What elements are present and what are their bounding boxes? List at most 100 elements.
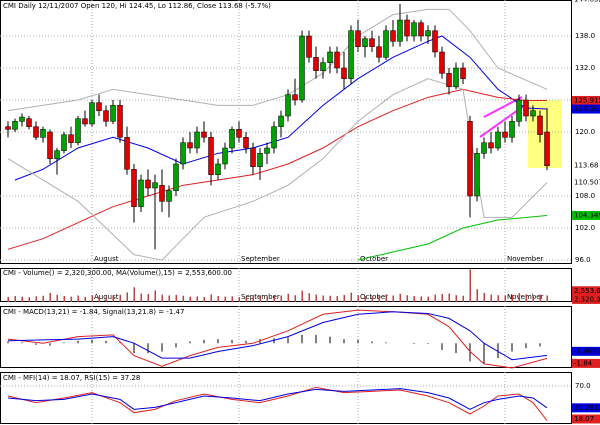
volume-bar: [224, 296, 226, 302]
panel-title: CMI - MACD(13,21) = -1.84, Signal(13,21.…: [3, 308, 184, 316]
volume-bar: [511, 294, 513, 302]
volume-bar: [35, 296, 37, 302]
value-label: 125.915: [574, 96, 600, 104]
date-label: November: [507, 255, 544, 263]
candle-body: [446, 73, 452, 87]
candle-body: [173, 163, 179, 191]
date-label: August: [94, 255, 119, 263]
candle-body: [5, 126, 11, 130]
candle-body: [103, 110, 109, 122]
volume-bar: [70, 296, 72, 302]
volume-bar: [175, 294, 177, 302]
candle-body: [201, 131, 207, 138]
volume-bar: [294, 295, 296, 302]
volume-bar: [252, 295, 254, 302]
candle-body: [19, 116, 25, 122]
value-label: -1.46959: [574, 347, 600, 355]
candle-body: [194, 131, 200, 149]
volume-bar: [112, 295, 114, 302]
candle-body: [145, 179, 151, 189]
volume-bar: [140, 293, 142, 302]
candle-body: [537, 115, 543, 135]
volume-bar: [441, 294, 443, 302]
candle-body: [502, 131, 508, 138]
candle-body: [292, 94, 298, 101]
volume-bar: [406, 295, 408, 302]
indicator-line: [14, 35, 548, 181]
candle-body: [257, 153, 263, 167]
volume-bar: [42, 295, 44, 302]
volume-bar: [385, 294, 387, 302]
candle-body: [355, 30, 361, 47]
volume-bar: [518, 293, 520, 302]
volume-bar: [539, 294, 541, 302]
indicator-line: [7, 88, 548, 250]
value-label-box: [572, 346, 600, 356]
candle-body: [89, 102, 95, 125]
candle-body: [369, 38, 375, 47]
volume-bar: [434, 294, 436, 302]
candle-body: [516, 99, 522, 122]
volume-bar: [448, 293, 450, 302]
candle-body: [61, 134, 67, 151]
volume-bar: [84, 296, 86, 302]
candle-body: [495, 131, 501, 149]
volume-bar: [504, 295, 506, 302]
value-label-box: [572, 104, 600, 114]
volume-bar: [315, 294, 317, 302]
volume-bar: [14, 296, 16, 302]
candle-body: [348, 30, 354, 79]
candle-body: [362, 38, 368, 47]
panel-title: CMI - MFI(14) = 18.07, RSI(15) = 37.28: [3, 374, 140, 382]
panel-frame: [0, 372, 572, 424]
candle-body: [460, 67, 466, 79]
volume-bar: [203, 296, 205, 302]
candle-body: [215, 163, 221, 175]
candle-body: [124, 137, 130, 170]
y-tick-label: 132.0: [575, 64, 595, 72]
volume-bar: [56, 294, 58, 302]
candle-body: [138, 179, 144, 207]
candle-body: [544, 131, 550, 166]
date-label: October: [360, 255, 388, 263]
volume-bar: [308, 293, 310, 302]
candle-body: [243, 137, 249, 149]
volume-bar: [196, 296, 198, 302]
volume-bar: [119, 294, 121, 302]
candle-body: [411, 22, 417, 37]
volume-bar: [168, 295, 170, 302]
y-tick-label: 70.0: [575, 382, 591, 390]
indicator-line: [7, 8, 548, 112]
volume-bar: [63, 296, 65, 302]
candle-body: [131, 169, 137, 207]
candle-body: [432, 30, 438, 53]
volume-bar: [273, 295, 275, 302]
volume-bar: [126, 292, 128, 302]
panel-frame: [0, 268, 572, 302]
volume-bar: [322, 295, 324, 302]
volume-bar: [21, 296, 23, 302]
value-label: 110.507: [574, 179, 600, 187]
candle-body: [397, 19, 403, 42]
volume-bar: [182, 295, 184, 302]
volume-bar: [413, 296, 415, 302]
volume-bar: [420, 296, 422, 302]
candle-body: [425, 30, 431, 37]
candle-body: [159, 185, 165, 202]
volume-bar: [462, 295, 464, 302]
volume-bar: [301, 290, 303, 302]
candle-body: [285, 94, 291, 117]
volume-bar: [259, 296, 261, 302]
indicator-line: [7, 311, 548, 361]
volume-bar: [357, 295, 359, 302]
candle-body: [320, 62, 326, 71]
candle-body: [75, 118, 81, 143]
candle-body: [250, 147, 256, 167]
candle-body: [54, 150, 60, 159]
value-label: 2,320,300: [574, 295, 600, 303]
candle-body: [152, 182, 158, 189]
value-label-box: [572, 403, 600, 413]
candle-body: [341, 67, 347, 79]
candle-body: [509, 121, 515, 138]
candle-body: [208, 137, 214, 175]
